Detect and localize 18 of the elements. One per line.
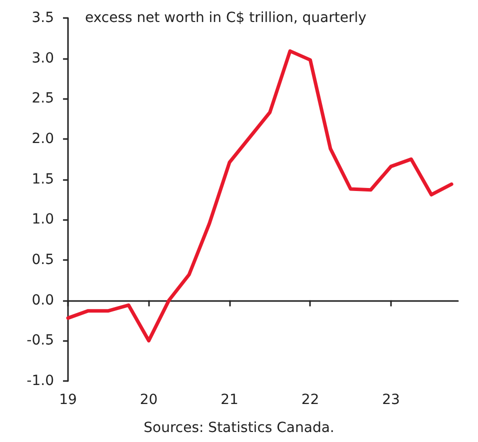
y-tick-label: 3.0: [32, 50, 54, 66]
x-tick-label: 19: [59, 392, 77, 408]
x-tick-label: 21: [220, 392, 238, 408]
line-series: [66, 49, 454, 342]
chart-title: excess net worth in C$ trillion, quarterly: [85, 10, 366, 26]
y-tick-label: 1.5: [32, 171, 54, 188]
y-tick-label: 2.5: [32, 90, 54, 107]
x-tick-label: 22: [301, 392, 320, 408]
y-tick-label: 2.0: [32, 131, 54, 147]
x-tick-label: 23: [382, 392, 400, 408]
y-tick-label: 0.0: [32, 292, 54, 308]
source-note: Sources: Statistics Canada.: [144, 420, 334, 436]
y-tick-label: 1.0: [32, 212, 54, 228]
y-tick-label: 0.5: [32, 252, 54, 268]
y-tick-label: -1.0: [26, 373, 54, 389]
y-tick-label: 3.5: [32, 10, 54, 26]
y-tick-label: -0.5: [26, 332, 54, 349]
x-tick-label: 20: [140, 392, 158, 408]
